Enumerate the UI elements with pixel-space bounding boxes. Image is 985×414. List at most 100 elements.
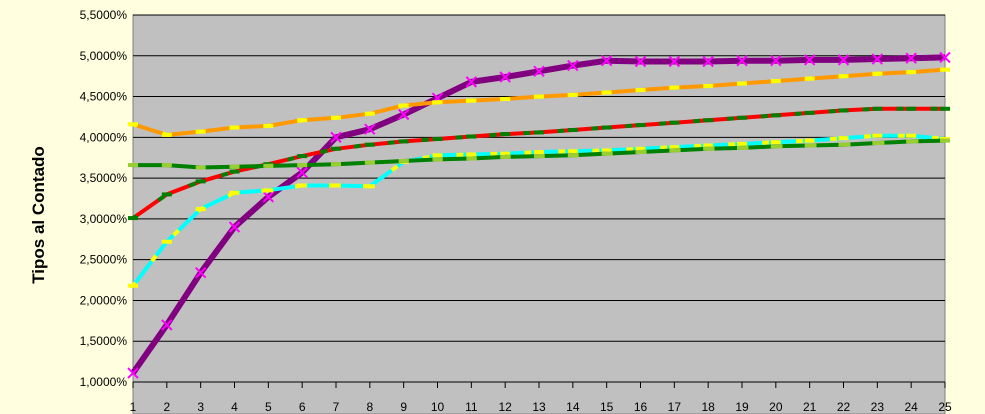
plot-area — [132, 14, 946, 414]
data-point — [906, 70, 917, 75]
data-point — [871, 53, 884, 65]
data-point — [601, 148, 612, 153]
data-point — [330, 131, 342, 144]
data-point — [195, 129, 206, 134]
data-point — [940, 138, 950, 143]
data-point — [432, 153, 443, 158]
series-5 — [128, 138, 950, 170]
data-point — [364, 111, 375, 116]
x-tick-label: 21 — [803, 400, 817, 414]
data-point — [838, 74, 849, 79]
data-point — [195, 165, 206, 170]
x-tick-label: 6 — [299, 400, 306, 414]
data-point — [736, 54, 748, 67]
data-point — [939, 51, 951, 64]
data-point — [567, 153, 578, 158]
x-tick-label: 3 — [197, 400, 204, 414]
data-point — [567, 59, 579, 72]
x-tick-label: 14 — [566, 400, 580, 414]
data-point — [601, 151, 612, 156]
x-tick-label: 7 — [333, 400, 340, 414]
data-point — [161, 192, 172, 197]
data-point — [500, 97, 511, 102]
x-tick-label: 2 — [163, 400, 170, 414]
x-tick-label: 23 — [871, 400, 885, 414]
data-point — [397, 108, 410, 121]
data-point — [567, 149, 578, 154]
data-point — [770, 140, 781, 145]
data-point — [364, 142, 375, 147]
data-point — [940, 67, 950, 72]
x-tick-label: 10 — [431, 400, 445, 414]
data-point — [534, 94, 544, 99]
y-tick-labels: 1,0000% 1,5000% 2,0000% 2,5000% 3,0000% 3,500… — [80, 8, 128, 389]
data-point — [296, 166, 308, 179]
x-tick-label: 18 — [701, 400, 715, 414]
data-point — [906, 139, 917, 144]
data-point — [905, 52, 917, 64]
data-point — [297, 163, 308, 168]
data-point — [229, 164, 240, 169]
data-point — [331, 183, 341, 188]
data-point — [703, 146, 714, 151]
y-tick-label: 1,0000% — [80, 375, 128, 389]
data-point — [432, 157, 443, 162]
data-point — [500, 151, 511, 156]
data-point — [737, 145, 747, 150]
data-point — [703, 118, 714, 123]
x-tick-label: 19 — [735, 400, 749, 414]
data-point — [398, 158, 409, 163]
x-tick-label: 17 — [668, 400, 682, 414]
data-point — [872, 141, 883, 146]
x-tick-label: 12 — [498, 400, 512, 414]
data-point — [838, 142, 849, 147]
data-point — [161, 239, 172, 244]
data-point — [128, 122, 138, 127]
data-point — [838, 136, 849, 141]
x-tick-labels: 1 2 3 4 5 6 7 8 9 10 11 12 13 14 15 16 17 18 19 20 21 22 23 24 2… — [130, 400, 952, 414]
data-point — [466, 156, 477, 161]
data-point — [702, 55, 714, 68]
data-point — [635, 123, 646, 128]
data-point — [567, 92, 578, 97]
data-point — [128, 283, 138, 288]
data-point — [161, 163, 172, 168]
gridlines — [132, 14, 946, 388]
y-tick-label: 2,0000% — [80, 293, 128, 307]
data-point — [228, 221, 241, 233]
data-point — [634, 55, 647, 68]
data-point — [466, 134, 477, 139]
x-tick-label: 24 — [904, 400, 918, 414]
data-point — [669, 145, 680, 150]
series-2 — [128, 67, 950, 137]
data-point — [669, 120, 680, 125]
data-point — [229, 190, 240, 195]
x-tick-label: 1 — [130, 400, 137, 414]
data-point — [466, 152, 477, 157]
data-point — [668, 55, 681, 68]
y-tick-label: 5,0000% — [80, 49, 128, 63]
data-point — [872, 71, 883, 76]
series-1 — [127, 51, 951, 379]
x-tick-label: 9 — [400, 400, 407, 414]
data-point — [364, 123, 376, 135]
data-point — [703, 143, 714, 148]
data-point — [804, 76, 815, 81]
data-point — [263, 163, 274, 168]
data-point — [297, 154, 308, 159]
x-tick-label: 25 — [938, 400, 952, 414]
data-point — [263, 188, 274, 193]
data-point — [161, 319, 173, 331]
x-tick-label: 4 — [231, 400, 238, 414]
x-tick-label: 8 — [366, 400, 373, 414]
data-point — [940, 106, 950, 111]
data-point — [737, 141, 747, 146]
data-point — [465, 76, 478, 88]
data-point — [331, 115, 341, 120]
x-tick-label: 20 — [769, 400, 783, 414]
y-tick-label: 3,0000% — [80, 212, 128, 226]
data-point — [837, 54, 850, 66]
x-tick-label: 16 — [634, 400, 648, 414]
data-point — [499, 71, 511, 83]
y-tick-label: 2,5000% — [80, 253, 128, 267]
